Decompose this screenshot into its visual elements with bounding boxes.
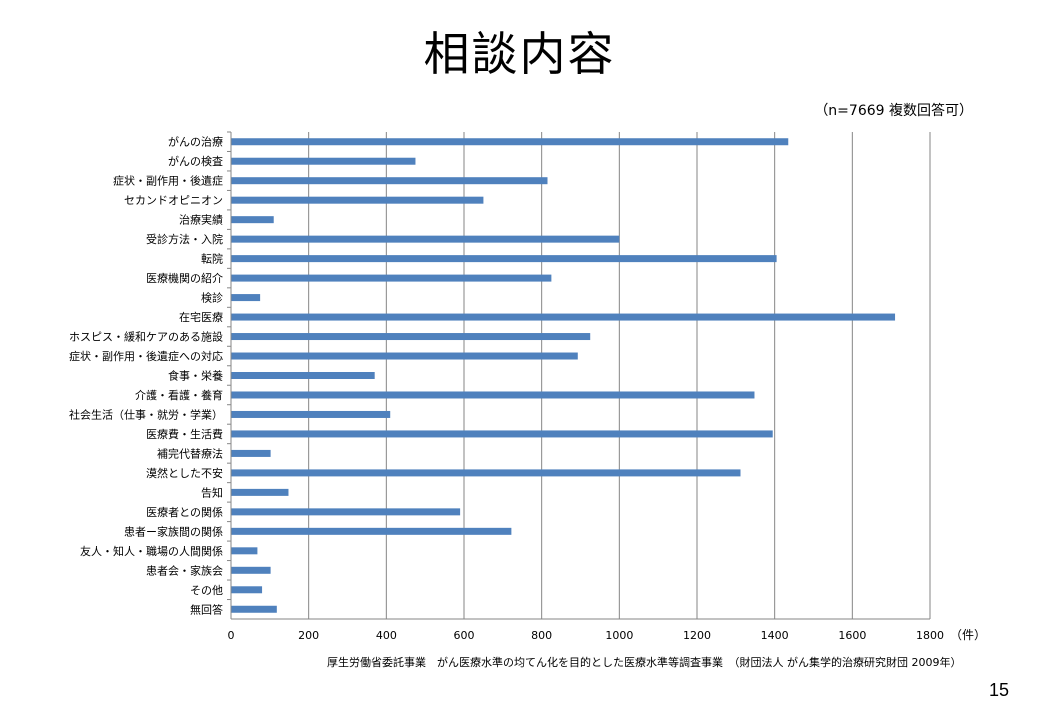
bars [231, 138, 896, 613]
bar [231, 294, 261, 302]
category-label: 無回答 [190, 602, 223, 616]
source-footer: 厚生労働省委託事業 がん医療水準の均てん化を目的とした医療水準等調査事業 （財団… [327, 656, 962, 669]
bar [231, 333, 591, 341]
category-label: 補完代替療法 [157, 446, 223, 460]
bar [231, 216, 274, 224]
bar [231, 430, 773, 438]
category-label: 患者会・家族会 [146, 563, 223, 577]
category-label: がんの検査 [168, 154, 223, 168]
category-label: 社会生活（仕事・就労・学業） [69, 407, 223, 421]
category-label: 患者ー家族間の関係 [124, 524, 223, 538]
x-tick-label: 1600 [838, 629, 866, 642]
bar [231, 586, 263, 594]
bar [231, 488, 289, 496]
category-label: 検診 [201, 291, 223, 305]
bar [231, 410, 391, 418]
bar [231, 391, 755, 399]
bar [231, 274, 552, 282]
category-label: 治療実績 [179, 213, 223, 227]
bar [231, 547, 258, 555]
bar [231, 566, 271, 574]
bar [231, 177, 548, 185]
category-label: 医療費・生活費 [146, 427, 223, 441]
category-label: 転院 [201, 252, 223, 266]
sample-note: （n=7669 複数回答可） [814, 103, 973, 119]
bar [231, 605, 277, 613]
x-tick-label: 600 [454, 629, 475, 642]
category-label: 受診方法・入院 [146, 232, 223, 246]
category-label: セカンドオピニオン [124, 194, 223, 207]
category-label: ホスピス・緩和ケアのある施設 [69, 330, 223, 344]
bar [231, 372, 375, 379]
bar [231, 527, 512, 535]
x-axis-unit: （件） [950, 628, 986, 642]
x-tick-label: 800 [531, 629, 552, 642]
bar [231, 508, 461, 516]
x-tick-label: 1200 [683, 629, 711, 642]
bar [231, 157, 416, 165]
x-tick-label: 200 [298, 629, 319, 642]
category-label: 症状・副作用・後遺症 [113, 174, 223, 188]
category-label: がんの治療 [168, 135, 223, 149]
bar [231, 235, 620, 243]
grid-lines [308, 132, 931, 619]
category-label: 症状・副作用・後遺症への対応 [69, 349, 223, 363]
category-label: 医療機関の紹介 [146, 271, 223, 285]
category-label: 告知 [201, 485, 223, 499]
x-tick-label: 1000 [605, 629, 633, 642]
bar [231, 352, 578, 360]
category-label: 医療者との関係 [146, 505, 223, 519]
x-tick-label: 1400 [761, 629, 789, 642]
category-label: 友人・知人・職場の人間関係 [80, 544, 223, 558]
bar [231, 313, 896, 321]
bar [231, 255, 777, 263]
category-labels: がんの治療がんの検査症状・副作用・後遺症セカンドオピニオン治療実績受診方法・入院… [69, 131, 231, 616]
bar [231, 449, 271, 457]
bar [231, 196, 484, 204]
bar [231, 469, 741, 477]
x-tick-label: 400 [376, 629, 397, 642]
category-label: 介護・看護・養育 [135, 388, 223, 402]
x-tick-label: 1800 [916, 629, 944, 642]
bar [231, 138, 789, 146]
x-axis-ticks: 0 200 400 600 800 1000 1200 1400 1600 1800 [228, 629, 945, 642]
page-number: 15 [988, 680, 1009, 700]
category-label: 在宅医療 [179, 310, 223, 324]
category-label: 食事・栄養 [168, 369, 223, 383]
slide-title: 相談内容 [423, 27, 616, 81]
category-label: 漠然とした不安 [146, 466, 223, 480]
category-label: その他 [190, 584, 223, 597]
x-tick-label: 0 [228, 629, 235, 642]
